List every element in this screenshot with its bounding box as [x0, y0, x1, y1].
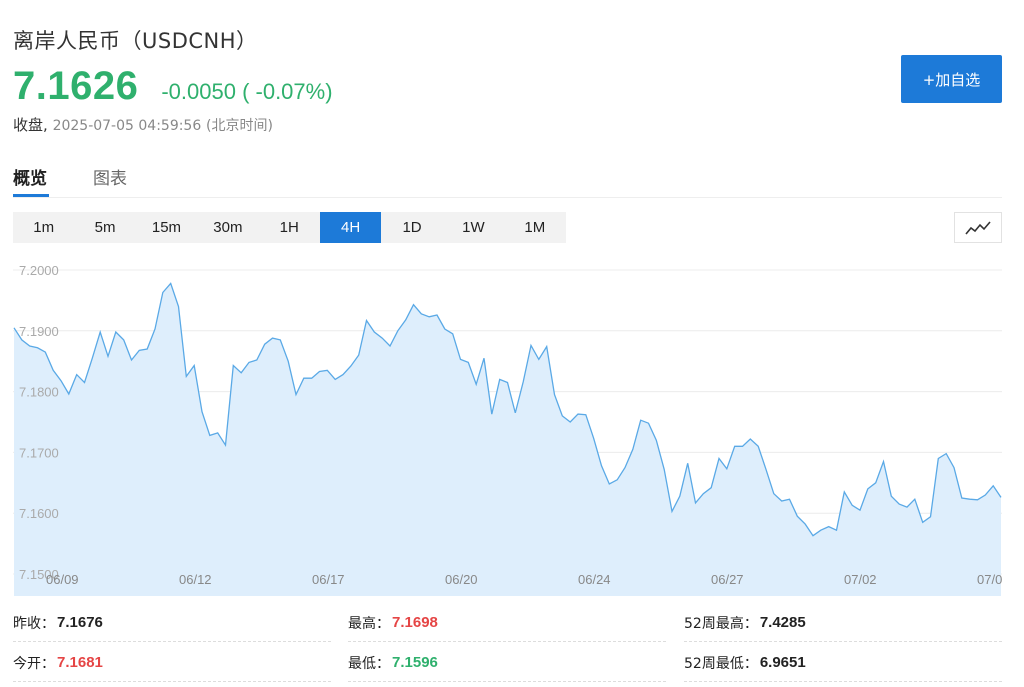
price-chart[interactable]: 7.2000 7.1900 7.1800 7.1700 7.1600 7.1500 06/0… [13, 256, 1002, 596]
y-tick-label: 7.1800 [19, 385, 59, 400]
view-tabs: 概览 图表 [13, 160, 1002, 198]
instrument-title: 离岸人民币（USDCNH） [13, 29, 258, 53]
stat-value: 7.1596 [392, 654, 438, 671]
stat-value: 7.1698 [392, 614, 438, 631]
x-tick-label: 06/12 [179, 572, 212, 587]
stat-label: 最高： [348, 615, 390, 632]
period-selector: 1m 5m 15m 30m 1H 4H 1D 1W 1M [13, 212, 566, 243]
tab-chart[interactable]: 图表 [93, 169, 127, 189]
price-line [13, 282, 1002, 537]
stat-label: 今开： [13, 655, 55, 672]
y-tick-label: 7.1700 [19, 445, 59, 460]
y-tick-label: 7.1500 [19, 567, 59, 582]
status-timezone: (北京时间) [206, 118, 273, 134]
stat-high: 最高： 7.1698 [348, 604, 666, 642]
stat-low: 最低： 7.1596 [348, 644, 666, 682]
x-tick-label: 06/27 [711, 572, 744, 587]
stat-label: 昨收： [13, 615, 55, 632]
x-tick-label: 06/20 [445, 572, 478, 587]
tab-overview[interactable]: 概览 [13, 169, 47, 189]
period-1m-button[interactable]: 1m [33, 219, 55, 236]
period-4h-button[interactable]: 4H [319, 212, 382, 243]
chart-type-button[interactable] [954, 212, 1002, 243]
period-30m-button[interactable]: 30m [213, 219, 243, 236]
market-status-label: 收盘, [13, 116, 48, 134]
x-tick-label: 07/02 [844, 572, 877, 587]
active-tab-indicator [13, 194, 49, 197]
x-tick-label: 07/0 [977, 572, 1002, 587]
x-tick-label: 06/17 [312, 572, 345, 587]
y-tick-label: 7.1900 [19, 324, 59, 339]
stat-label: 52周最低： [684, 655, 758, 672]
period-5m-button[interactable]: 5m [94, 219, 116, 236]
stat-52w-high: 52周最高： 7.4285 [684, 604, 1002, 642]
last-price: 7.1626 [13, 64, 139, 108]
stat-52w-low: 52周最低： 6.9651 [684, 644, 1002, 682]
add-to-watchlist-button[interactable]: +加自选 [901, 55, 1002, 103]
market-status: 收盘, 2025-07-05 04:59:56 (北京时间) [13, 114, 273, 135]
status-timestamp: 2025-07-05 04:59:56 [52, 118, 202, 134]
price-chart-svg: 7.2000 7.1900 7.1800 7.1700 7.1600 7.150006/0… [13, 263, 1002, 596]
line-chart-icon [965, 220, 991, 235]
stat-value: 7.4285 [759, 614, 806, 631]
period-1mo-button[interactable]: 1M [524, 219, 546, 236]
stat-prev-close: 昨收： 7.1676 [13, 604, 331, 642]
stat-label: 52周最高： [684, 615, 758, 632]
period-15m-button[interactable]: 15m [151, 219, 182, 236]
period-1w-button[interactable]: 1W [462, 219, 485, 236]
price-change: -0.0050 ( -0.07%) [161, 79, 333, 104]
stat-open: 今开： 7.1681 [13, 644, 331, 682]
period-1h-button[interactable]: 1H [279, 219, 299, 236]
stat-value: 7.1681 [57, 654, 103, 671]
stat-value: 7.1676 [57, 614, 103, 631]
y-tick-label: 7.2000 [19, 263, 59, 278]
y-tick-label: 7.1600 [19, 506, 59, 521]
price-area [14, 283, 1001, 596]
period-1d-button[interactable]: 1D [402, 219, 422, 236]
price-row: 7.1626 -0.0050 ( -0.07%) [13, 64, 333, 109]
x-tick-label: 06/24 [578, 572, 611, 587]
x-tick-label: 06/09 [46, 572, 79, 587]
stat-value: 6.9651 [759, 654, 806, 671]
stat-label: 最低： [348, 655, 390, 672]
